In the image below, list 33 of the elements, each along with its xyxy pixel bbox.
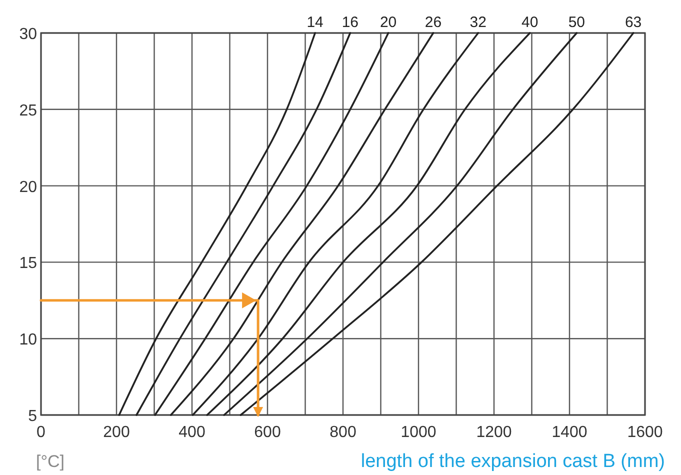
x-tick-label: 1000	[400, 424, 436, 441]
y-tick-label: 25	[19, 102, 38, 120]
x-axis-title: length of the expansion cast B (mm)	[360, 451, 665, 472]
y-tick-label: 5	[28, 408, 38, 425]
line-series	[206, 32, 531, 416]
y-tick-label: 20	[19, 178, 38, 196]
series-label: 26	[424, 14, 442, 31]
y-tick-label: 30	[19, 26, 38, 43]
y-tick-label: 10	[19, 332, 38, 349]
series-label: 63	[624, 14, 642, 31]
x-tick-label: 400	[178, 424, 206, 441]
series-label: 40	[522, 14, 538, 31]
line-series	[170, 32, 434, 416]
series-label: 20	[380, 14, 397, 31]
series-label: 16	[342, 14, 359, 31]
series-label: 14	[306, 14, 324, 31]
y-tick-label: 15	[19, 255, 38, 272]
x-tick-label: 1600	[627, 424, 663, 441]
text: [°C]	[36, 452, 65, 471]
x-tick-label: 600	[254, 424, 281, 441]
x-tick-label: 800	[330, 424, 356, 441]
line-series	[136, 32, 352, 416]
x-tick-label: 1400	[552, 424, 588, 441]
x-tick-label: 0	[36, 424, 46, 441]
series-label: 50	[568, 14, 586, 31]
x-tick-label: 1200	[476, 424, 512, 441]
line-series	[154, 32, 390, 416]
series-label: 32	[470, 14, 486, 31]
x-tick-label: 200	[103, 424, 130, 441]
line-series	[240, 32, 634, 416]
line-series	[118, 32, 316, 416]
line-series	[192, 32, 480, 416]
line-series	[223, 32, 578, 416]
